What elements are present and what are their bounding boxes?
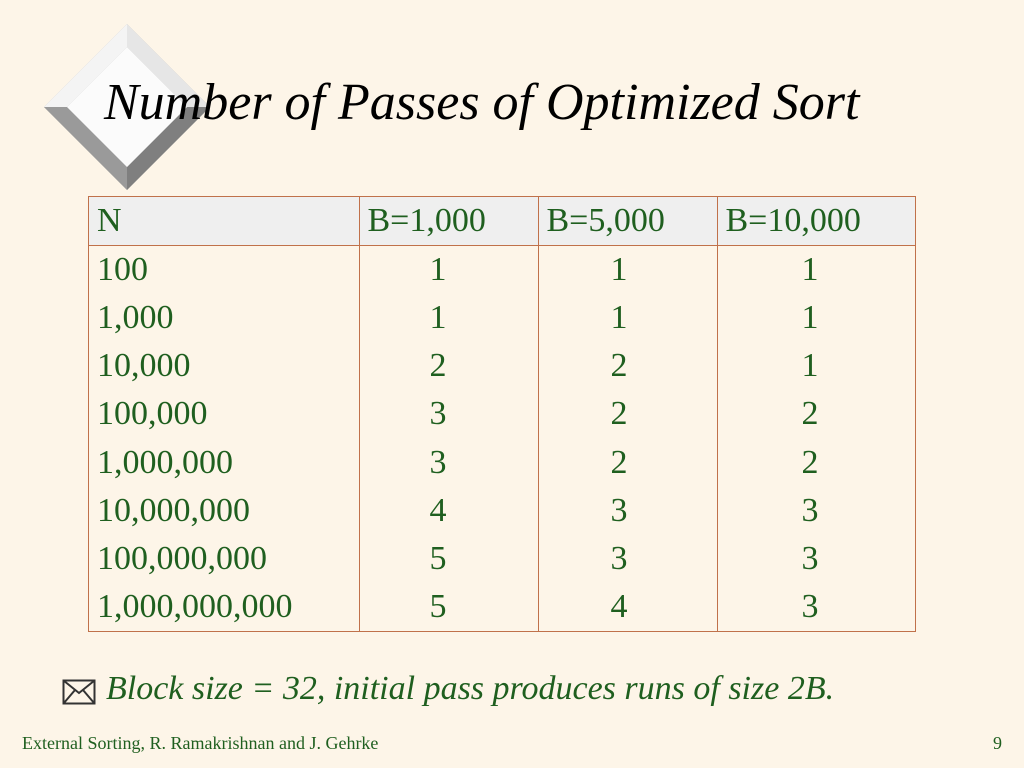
cell-b5000: 2 [537,438,717,487]
table-row: 10,000,000 4 3 3 [89,486,915,535]
table-row: 1,000 1 1 1 [89,294,915,343]
cell-b1000: 1 [358,294,538,343]
table-header-row: N B=1,000 B=5,000 B=10,000 [89,197,915,246]
table-row: 100,000 3 2 2 [89,390,915,439]
cell-n: 1,000,000 [97,443,233,481]
header-n: N [89,197,359,246]
header-b5000: B=5,000 [537,197,717,246]
cell-b10000: 3 [716,534,915,583]
cell-n: 100,000,000 [97,539,267,577]
cell-n: 1,000,000,000 [97,587,293,625]
diamond-bevel-icon [42,22,212,192]
cell-b10000: 3 [716,486,915,535]
cell-b10000: 1 [716,342,915,391]
cell-b10000: 1 [716,294,915,343]
page-title: Number of Passes of Optimized Sort [104,74,860,131]
envelope-icon [62,676,96,705]
cell-b10000: 3 [716,582,915,631]
cell-n: 10,000,000 [97,491,250,529]
cell-b5000: 1 [537,245,717,295]
cell-b1000: 5 [358,534,538,583]
cell-b5000: 3 [537,486,717,535]
cell-b1000: 3 [358,390,538,439]
passes-table-container: N B=1,000 B=5,000 B=10,000 100 1 1 1 1,0… [88,196,916,632]
cell-b1000: 3 [358,438,538,487]
cell-b5000: 2 [537,390,717,439]
bullet-note: Block size = 32, initial pass produces r… [62,670,834,708]
page-number: 9 [993,733,1002,753]
cell-b5000: 2 [537,342,717,391]
cell-n: 100,000 [97,395,208,433]
cell-n: 1,000 [97,299,174,337]
header-b10000: B=10,000 [716,197,915,246]
cell-b10000: 1 [716,245,915,295]
table-row: 1,000,000,000 5 4 3 [89,582,915,631]
cell-b1000: 5 [358,582,538,631]
footer-credit: External Sorting, R. Ramakrishnan and J.… [22,733,379,753]
cell-b5000: 4 [537,582,717,631]
cell-b10000: 2 [716,438,915,487]
cell-b10000: 2 [716,390,915,439]
table-row: 1,000,000 3 2 2 [89,438,915,487]
cell-b5000: 1 [537,294,717,343]
cell-b5000: 3 [537,534,717,583]
header-b1000: B=1,000 [358,197,538,246]
cell-b1000: 2 [358,342,538,391]
cell-b1000: 4 [358,486,538,535]
table-row: 100,000,000 5 3 3 [89,534,915,583]
bullet-text: Block size = 32, initial pass produces r… [106,670,835,707]
passes-table: N B=1,000 B=5,000 B=10,000 100 1 1 1 1,0… [89,197,915,631]
table-row: 100 1 1 1 [89,245,915,295]
cell-b1000: 1 [358,245,538,295]
cell-n: 100 [97,251,148,289]
table-row: 10,000 2 2 1 [89,342,915,391]
cell-n: 10,000 [97,347,191,385]
